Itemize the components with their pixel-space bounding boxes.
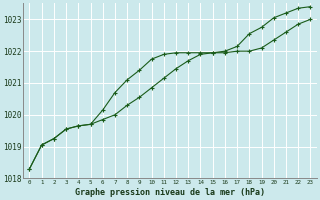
X-axis label: Graphe pression niveau de la mer (hPa): Graphe pression niveau de la mer (hPa) — [75, 188, 265, 197]
